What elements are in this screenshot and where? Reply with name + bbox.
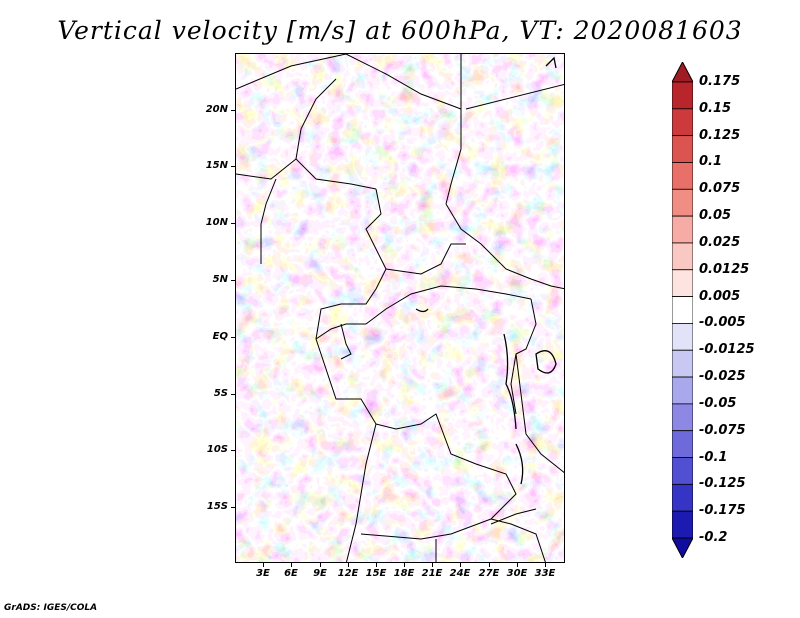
colorbar-label: -0.1 <box>699 449 728 465</box>
colorbar-cell <box>672 269 693 297</box>
lat-label-5s: 5S <box>213 388 228 399</box>
lon-label-6e: 6E <box>284 568 298 579</box>
lat-tick <box>231 450 235 451</box>
colorbar-label: 0.125 <box>699 127 741 143</box>
colorbar-cell <box>672 483 693 512</box>
lon-label-12e: 12E <box>337 568 359 579</box>
colorbar-top-arrow <box>672 62 693 83</box>
lat-label-20n: 20N <box>205 104 228 115</box>
lon-label-27e: 27E <box>478 568 500 579</box>
grads-credit: GrADS: IGES/COLA <box>4 603 98 613</box>
lat-tick <box>231 394 235 395</box>
colorbar-label: -0.075 <box>699 422 746 438</box>
colorbar-cell <box>672 430 693 458</box>
lat-tick <box>231 166 235 167</box>
lon-tick <box>404 563 405 567</box>
colorbar-label: -0.0125 <box>699 342 755 358</box>
colorbar-cell <box>672 323 693 351</box>
lon-label-30e: 30E <box>506 568 528 579</box>
lon-tick <box>460 563 461 567</box>
colorbar-label: -0.05 <box>699 395 737 411</box>
colorbar <box>672 62 693 558</box>
lat-tick <box>231 110 235 111</box>
colorbar-cell <box>672 242 693 271</box>
colorbar-cell <box>672 376 693 405</box>
lat-label-5n: 5N <box>212 274 228 285</box>
colorbar-cell <box>672 296 693 324</box>
lon-tick <box>376 563 377 567</box>
colorbar-bottom-arrow <box>672 537 693 558</box>
colorbar-cell <box>672 188 693 217</box>
colorbar-cell <box>672 349 693 378</box>
lon-tick <box>489 563 490 567</box>
lat-label-10n: 10N <box>205 217 228 228</box>
colorbar-cell <box>672 457 693 485</box>
lat-tick <box>231 507 235 508</box>
lon-label-9e: 9E <box>313 568 327 579</box>
lat-tick <box>231 280 235 281</box>
lon-label-33e: 33E <box>534 568 556 579</box>
velocity-field <box>236 54 564 562</box>
lat-tick <box>231 337 235 338</box>
colorbar-label: 0.025 <box>699 234 741 250</box>
colorbar-label: 0.175 <box>699 74 741 89</box>
lon-tick <box>320 563 321 567</box>
colorbar-cell <box>672 215 693 244</box>
colorbar-cell <box>672 135 693 163</box>
colorbar-cell <box>672 81 693 110</box>
colorbar-label: 0.05 <box>699 208 732 224</box>
lon-tick <box>348 563 349 567</box>
lat-label-15n: 15N <box>205 160 228 171</box>
colorbar-cell <box>672 108 693 137</box>
colorbar-label: 0.075 <box>699 181 741 197</box>
lakes-and-coast <box>415 56 557 485</box>
colorbar-label: -0.005 <box>699 315 746 331</box>
lon-tick <box>291 563 292 567</box>
colorbar-label: -0.125 <box>699 476 746 492</box>
colorbar-label: 0.0125 <box>699 261 750 277</box>
colorbar-cell <box>672 510 693 539</box>
colorbar-label: -0.025 <box>699 369 746 385</box>
lat-tick <box>231 223 235 224</box>
colorbar-cell <box>672 162 693 190</box>
lon-label-21e: 21E <box>421 568 443 579</box>
colorbar-label: -0.175 <box>699 503 746 519</box>
map-title: Vertical velocity [m/s] at 600hPa, VT: 2… <box>57 16 743 45</box>
lon-label-3e: 3E <box>256 568 270 579</box>
lat-label-15s: 15S <box>206 501 228 512</box>
lon-tick <box>517 563 518 567</box>
lon-tick <box>545 563 546 567</box>
country-borders <box>236 54 564 562</box>
lon-label-18e: 18E <box>393 568 415 579</box>
lon-label-15e: 15E <box>365 568 387 579</box>
colorbar-label: -0.2 <box>699 530 728 545</box>
colorbar-label: 0.15 <box>699 100 732 116</box>
map-plot-area <box>235 53 565 563</box>
colorbar-label: 0.005 <box>699 288 741 304</box>
lon-label-24e: 24E <box>449 568 471 579</box>
lat-label-eq: EQ <box>212 331 228 342</box>
lon-tick <box>432 563 433 567</box>
lat-label-10s: 10S <box>206 444 228 455</box>
colorbar-cell <box>672 403 693 432</box>
vertical-velocity-map <box>236 54 564 562</box>
colorbar-label: 0.1 <box>699 154 723 170</box>
lon-tick <box>263 563 264 567</box>
